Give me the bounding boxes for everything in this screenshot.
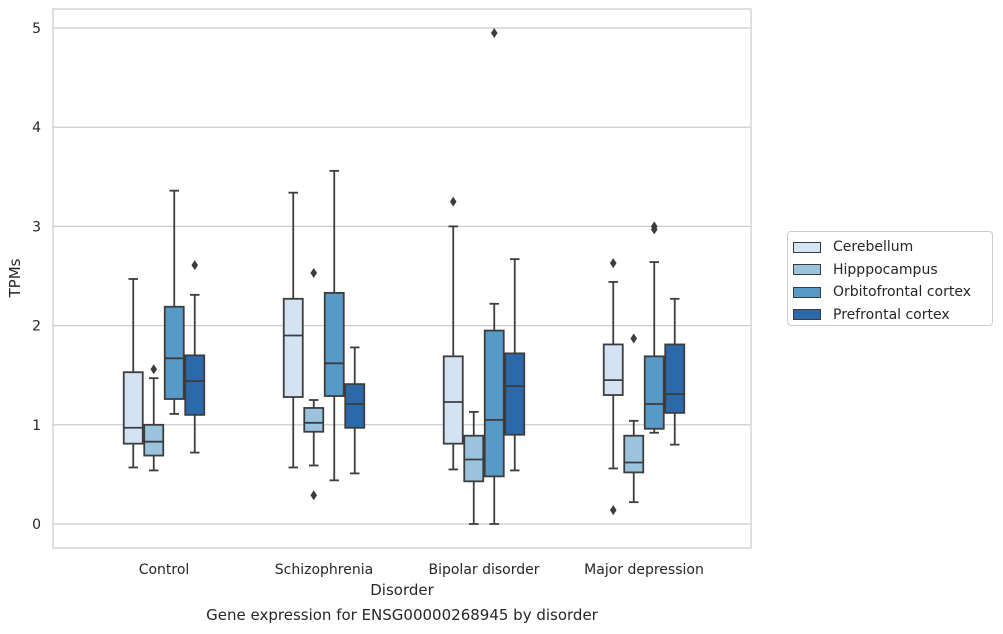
y-tick-label: 5: [32, 21, 41, 37]
box-iqr: [282, 297, 304, 398]
y-tick-label: 3: [32, 219, 41, 235]
box-hipppocampus: [623, 333, 645, 504]
legend-label-cerebellum: Cerebellum: [833, 239, 914, 256]
y-tick-label: 1: [32, 418, 41, 434]
outlier-point: [449, 196, 457, 207]
box-iqr: [163, 305, 185, 400]
outlier-point: [310, 490, 318, 501]
legend-label-hippocampus: Hipppocampus: [833, 261, 938, 278]
box-prefrontal-cortex: [344, 346, 366, 475]
y-tick-label: 4: [32, 120, 41, 136]
box-iqr: [323, 291, 345, 397]
legend-label-prefrontal-cortex: Prefrontal cortex: [833, 306, 950, 323]
outlier-point: [490, 27, 498, 38]
box-cerebellum: [602, 258, 624, 516]
legend-label-orbitofrontal-cortex: Orbitofrontal cortex: [833, 284, 971, 301]
legend-item-orbitofrontal-cortex: Orbitofrontal cortex: [793, 281, 992, 304]
box-prefrontal-cortex: [184, 260, 206, 454]
box-iqr: [483, 329, 505, 478]
box-iqr: [463, 434, 485, 483]
legend-item-prefrontal-cortex: Prefrontal cortex: [793, 304, 992, 327]
outlier-point: [310, 268, 318, 279]
box-iqr: [184, 354, 206, 416]
box-hipppocampus: [463, 411, 485, 525]
y-axis-title: TPMs: [6, 258, 24, 298]
box-series: [122, 27, 686, 525]
box-iqr: [122, 371, 144, 445]
chart-caption: Gene expression for ENSG00000268945 by d…: [206, 606, 598, 624]
box-iqr: [664, 343, 686, 414]
legend-swatch-prefrontal-cortex: [793, 309, 821, 321]
outlier-point: [609, 505, 617, 516]
box-hipppocampus: [303, 268, 325, 501]
legend-swatch-hippocampus: [793, 264, 821, 276]
y-tick-label: 2: [32, 319, 41, 335]
box-iqr: [643, 355, 665, 430]
legend: Cerebellum Hipppocampus Orbitofrontal co…: [787, 231, 993, 326]
box-cerebellum: [122, 278, 144, 469]
legend-item-hippocampus: Hipppocampus: [793, 259, 992, 282]
x-tick-label: Major depression: [584, 562, 704, 578]
box-orbitofrontal-cortex: [643, 221, 665, 434]
x-tick-labels: Control Schizophrenia Bipolar disorder Majo…: [139, 562, 704, 578]
legend-item-cerebellum: Cerebellum: [793, 236, 992, 259]
box-hipppocampus: [143, 364, 165, 472]
outlier-point: [630, 333, 638, 344]
box-cerebellum: [282, 191, 304, 469]
box-iqr: [442, 355, 464, 445]
x-tick-label: Bipolar disorder: [428, 562, 539, 578]
box-iqr: [504, 352, 526, 436]
x-axis-title: Disorder: [370, 581, 434, 599]
box-orbitofrontal-cortex: [323, 169, 345, 482]
box-iqr: [303, 407, 325, 433]
box-prefrontal-cortex: [664, 297, 686, 446]
outlier-point: [191, 260, 199, 271]
x-tick-label: Schizophrenia: [275, 562, 373, 578]
outlier-point: [609, 258, 617, 269]
box-iqr: [623, 434, 645, 474]
outlier-point: [650, 224, 658, 235]
legend-swatch-cerebellum: [793, 241, 821, 253]
box-prefrontal-cortex: [504, 258, 526, 472]
box-orbitofrontal-cortex: [163, 189, 185, 415]
x-tick-label: Control: [139, 562, 190, 578]
box-iqr: [344, 383, 366, 429]
box-iqr: [602, 343, 624, 396]
box-iqr: [143, 423, 165, 457]
outlier-point: [150, 364, 158, 375]
y-tick-label: 0: [32, 517, 41, 533]
legend-swatch-orbitofrontal-cortex: [793, 286, 821, 298]
plot-frame: [52, 8, 752, 549]
box-orbitofrontal-cortex: [483, 27, 505, 525]
y-tick-labels: 0 1 2 3 4 5: [32, 21, 41, 533]
box-cerebellum: [442, 196, 464, 471]
